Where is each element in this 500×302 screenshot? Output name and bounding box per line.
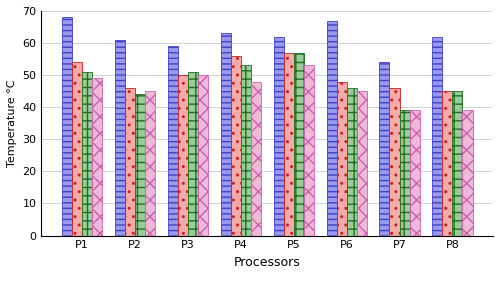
X-axis label: Processors: Processors [234, 256, 300, 269]
Bar [294, 53, 304, 236]
Bar [188, 72, 198, 236]
Bar [326, 21, 336, 236]
Bar [198, 75, 208, 236]
Bar [62, 17, 72, 236]
Y-axis label: Temperature °C: Temperature °C [7, 79, 17, 167]
Bar [410, 111, 420, 236]
Bar [380, 62, 390, 236]
Bar [251, 82, 261, 236]
Bar [92, 78, 102, 236]
Bar [400, 111, 409, 236]
Bar [356, 91, 366, 236]
Bar [168, 46, 178, 236]
Bar [442, 91, 452, 236]
Bar [390, 88, 400, 236]
Bar [72, 62, 82, 236]
Bar [432, 37, 442, 236]
Bar [452, 91, 462, 236]
Bar [135, 94, 145, 236]
Bar [462, 111, 472, 236]
Bar [304, 66, 314, 236]
Bar [284, 53, 294, 236]
Bar [115, 40, 125, 236]
Bar [274, 37, 283, 236]
Bar [145, 91, 155, 236]
Bar [220, 34, 231, 236]
Bar [231, 56, 241, 236]
Bar [82, 72, 92, 236]
Bar [336, 82, 346, 236]
Bar [178, 75, 188, 236]
Bar [125, 88, 135, 236]
Bar [346, 88, 356, 236]
Bar [241, 66, 251, 236]
